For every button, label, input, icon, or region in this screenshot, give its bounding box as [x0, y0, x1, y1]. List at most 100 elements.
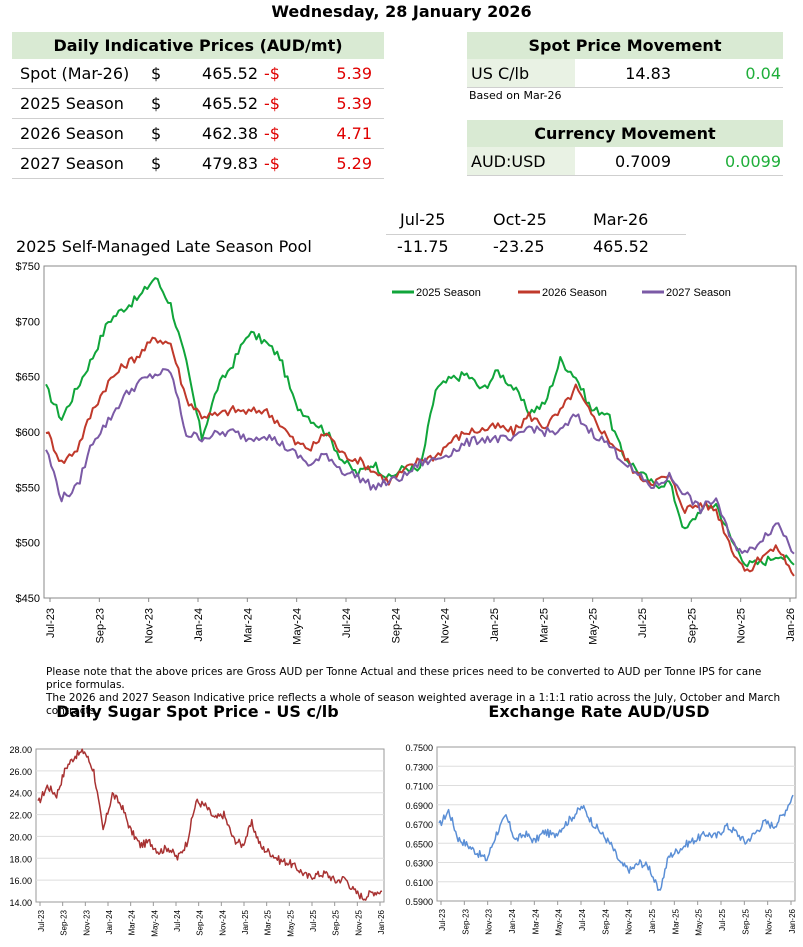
x-tick-label: Sep-23 [461, 908, 470, 934]
y-tick-label: 20.00 [9, 832, 32, 842]
footnote-line-1: Please note that the above prices are Gr… [46, 666, 762, 691]
currency-movement-label: AUD:USD [471, 152, 546, 171]
x-tick-label: Sep-24 [390, 608, 402, 643]
x-tick-label: May-24 [150, 909, 159, 936]
x-tick-label: May-25 [286, 909, 295, 936]
x-tick-label: Jan-25 [241, 909, 250, 934]
x-tick-label: Jul-25 [718, 908, 727, 930]
x-tick-label: May-24 [555, 908, 564, 935]
indicative-row: Spot (Mar-26) $465.52 -$ 5.39 [12, 59, 384, 89]
x-tick-label: Jan-25 [489, 608, 501, 642]
x-tick-label: Nov-25 [736, 608, 748, 643]
x-tick-label: Mar-24 [242, 608, 254, 643]
indicative-row-change: 5.39 [336, 64, 372, 83]
y-tick-label: 28.00 [9, 745, 32, 755]
y-tick-label: 22.00 [9, 811, 32, 821]
x-tick-label: Jul-25 [309, 909, 318, 931]
pool-header-mar26: Mar-26 [593, 210, 649, 229]
indicative-row-currency: $ [151, 124, 162, 143]
x-tick-label: May-25 [695, 908, 704, 935]
indicative-row-sign: -$ [264, 154, 280, 173]
pool-table: Jul-25 Oct-25 Mar-26 2025 Self-Managed L… [0, 208, 803, 264]
indicative-prices-table: Daily Indicative Prices (AUD/mt) Spot (M… [12, 32, 384, 179]
x-tick-label: Jul-24 [578, 908, 587, 930]
season-price-chart: $450 $500 $550 $600 $650 $700 $750 Jul-23 Sep-23… [16, 261, 797, 645]
indicative-prices-title: Daily Indicative Prices (AUD/mt) [12, 32, 384, 59]
sugar-chart-title: Daily Sugar Spot Price - US c/lb [56, 702, 339, 721]
x-tick-label: Nov-23 [144, 608, 156, 643]
y-tick-label: 0.7500 [405, 743, 433, 753]
spot-movement-change: 0.04 [745, 64, 781, 83]
y-tick-label: 0.6300 [405, 859, 433, 869]
y-tick-label: $700 [16, 316, 40, 328]
x-tick-label: Jan-26 [788, 908, 797, 933]
indicative-row-sign: -$ [264, 94, 280, 113]
indicative-row-currency: $ [151, 64, 162, 83]
series-line-2 [45, 336, 795, 577]
spot-movement-note: Based on Mar-26 [469, 89, 562, 102]
indicative-row: 2025 Season $465.52 -$ 5.39 [12, 89, 384, 119]
pool-header-oct25: Oct-25 [493, 210, 547, 229]
indicative-row-change: 4.71 [336, 124, 372, 143]
pool-value-mar26: 465.52 [593, 237, 649, 256]
pool-value-oct25: -23.25 [493, 237, 545, 256]
spot-movement-value: 14.83 [625, 64, 671, 83]
x-tick-label: Jul-24 [341, 608, 353, 638]
x-tick-label: Sep-24 [601, 908, 610, 934]
report-date: Wednesday, 28 January 2026 [271, 2, 532, 21]
plot-area [35, 748, 385, 903]
y-tick-label: $500 [16, 538, 40, 550]
x-tick-label: Jan-26 [785, 608, 797, 642]
sugar-spot-chart: 14.00 16.00 18.00 20.00 22.00 24.00 26.00 28.00… [9, 745, 386, 937]
x-tick-label: Jul-23 [37, 909, 46, 931]
currency-movement-title: Currency Movement [467, 120, 783, 147]
x-tick-label: Jul-24 [173, 909, 182, 931]
pool-value-jul25: -11.75 [397, 237, 449, 256]
y-tick-label: 24.00 [9, 789, 32, 799]
x-tick-label: Nov-25 [354, 909, 363, 935]
x-tick-label: Jan-25 [648, 908, 657, 933]
y-tick-label: $450 [16, 593, 40, 605]
footnote: Please note that the above prices are Gr… [46, 666, 786, 718]
x-tick-label: Sep-25 [332, 909, 341, 935]
x-tick-label: Jan-24 [105, 909, 114, 934]
indicative-row-price: 465.52 [202, 64, 258, 83]
y-tick-label: $550 [16, 482, 40, 494]
x-tick-label: Nov-23 [82, 909, 91, 935]
x-tick-label: Mar-24 [531, 908, 540, 934]
y-tick-label: 18.00 [9, 854, 32, 864]
x-tick-label: Jul-23 [45, 608, 57, 638]
y-tick-label: 0.6900 [405, 801, 433, 811]
x-tick-label: May-25 [588, 608, 600, 645]
indicative-row-sign: -$ [264, 64, 280, 83]
x-tick-label: Jan-26 [377, 909, 386, 934]
indicative-row-currency: $ [151, 94, 162, 113]
series-line-1 [438, 794, 794, 892]
x-tick-label: Nov-24 [625, 908, 634, 934]
x-tick-label: Nov-24 [218, 909, 227, 935]
spot-movement-label: US C/lb [471, 64, 530, 83]
y-tick-label: $650 [16, 372, 40, 384]
spot-movement-box: Spot Price Movement US C/lb 14.83 0.04 B… [467, 32, 783, 102]
fx-chart-title: Exchange Rate AUD/USD [488, 702, 710, 721]
indicative-row-label: 2026 Season [20, 124, 124, 143]
y-tick-label: 0.7300 [405, 762, 433, 772]
x-tick-label: May-24 [292, 608, 304, 645]
y-tick-label: 0.5900 [405, 897, 433, 907]
x-tick-label: Jan-24 [508, 908, 517, 933]
indicative-row-price: 465.52 [202, 94, 258, 113]
legend-label: 2026 Season [542, 287, 607, 299]
indicative-row: 2027 Season $479.83 -$ 5.29 [12, 149, 384, 179]
indicative-row-price: 462.38 [202, 124, 258, 143]
y-tick-label: 0.6700 [405, 820, 433, 830]
y-tick-label: 0.6100 [405, 878, 433, 888]
series-line-1 [37, 748, 383, 901]
indicative-row-sign: -$ [264, 124, 280, 143]
legend-label: 2027 Season [666, 287, 731, 299]
x-tick-label: Sep-25 [741, 908, 750, 934]
x-tick-label: Jul-23 [438, 908, 447, 930]
indicative-row-label: Spot (Mar-26) [20, 64, 130, 83]
x-tick-label: Nov-23 [485, 908, 494, 934]
y-tick-label: 14.00 [9, 898, 32, 908]
x-tick-label: Mar-25 [264, 909, 273, 935]
